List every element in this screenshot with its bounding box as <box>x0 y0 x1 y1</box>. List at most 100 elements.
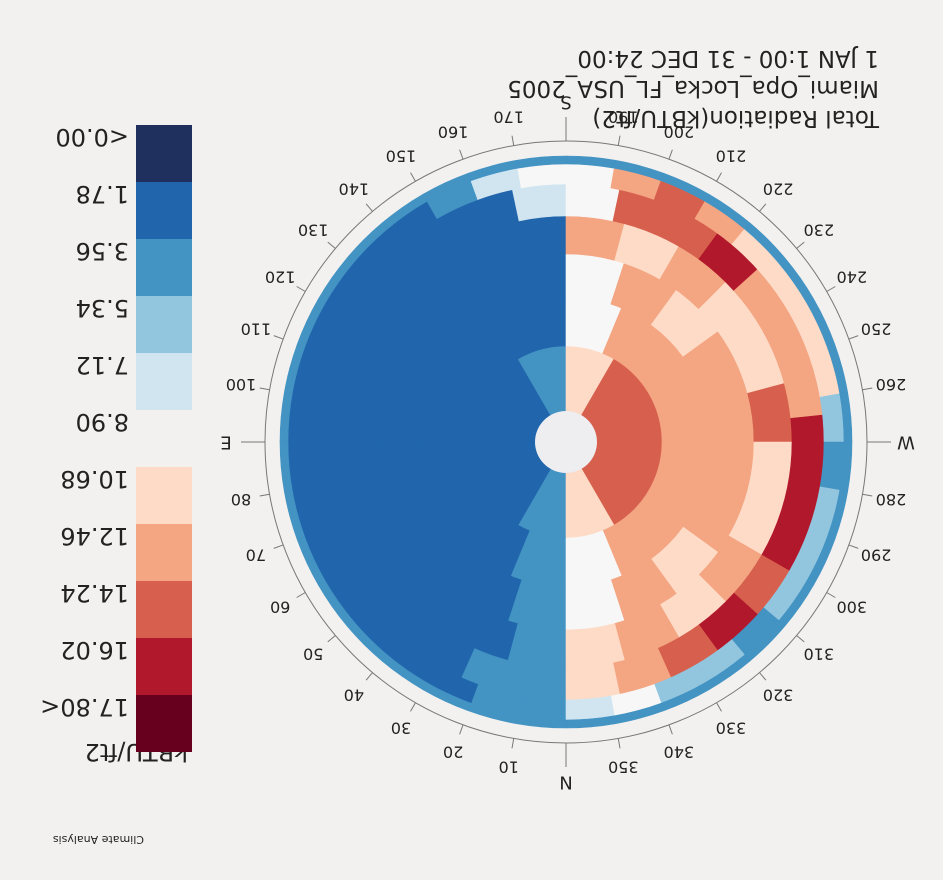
sky-dome <box>279 155 853 729</box>
azimuth-label: 100 <box>226 375 257 394</box>
azimuth-tick <box>617 135 621 146</box>
watermark-text: Climate Analysis <box>53 833 144 846</box>
azimuth-tick <box>862 493 873 497</box>
sky-patch <box>747 441 793 501</box>
azimuth-tick <box>759 672 767 681</box>
legend-swatch <box>136 125 192 182</box>
azimuth-label: 60 <box>270 598 290 617</box>
sky-patch <box>565 695 615 721</box>
title-line-3: 1 JAN 1:00 - 31 DEC 24:00 <box>577 45 879 71</box>
sky-patch <box>540 718 567 729</box>
azimuth-label: 340 <box>664 743 695 762</box>
sky-patch <box>842 416 853 443</box>
azimuth-tick <box>848 335 859 340</box>
azimuth-tick <box>459 149 464 160</box>
sky-patch <box>339 383 385 443</box>
sky-patch <box>565 163 615 189</box>
legend-label: 3.56 <box>76 237 129 265</box>
azimuth-tick <box>511 738 515 749</box>
azimuth-label: 20 <box>443 743 463 762</box>
azimuth-tick <box>716 172 722 182</box>
legend-swatch <box>136 524 192 581</box>
azimuth-label: 10 <box>499 757 519 776</box>
azimuth-label: 110 <box>241 320 272 339</box>
sky-patch <box>279 416 290 443</box>
sky-patch <box>279 441 290 468</box>
legend-label: 1.78 <box>76 180 129 208</box>
azimuth-labels: N 10 20 30 40 50 60 70 80 E 100 110 120 130 140 150 160 1… <box>220 92 915 793</box>
sky-patch <box>287 441 313 491</box>
sky-patch <box>747 383 793 443</box>
azimuth-tick <box>327 635 336 643</box>
sky-patch <box>507 623 567 669</box>
title-line-2: Miami_Opa_Locka_FL_USA_2005 <box>507 75 879 101</box>
legend-swatch <box>136 296 192 353</box>
azimuth-label: 70 <box>246 545 266 564</box>
legend-label: 14.24 <box>60 579 129 607</box>
sky-patch <box>565 183 620 222</box>
color-legend: kBTU/ft2 <0.001.783.565.347.128.9010.681… <box>40 123 192 766</box>
azimuth-tick <box>410 702 416 712</box>
legend-label: 10.68 <box>60 465 129 493</box>
azimuth-label: 320 <box>763 685 794 704</box>
sky-patch <box>842 441 853 468</box>
title-line-1: Total Radiation(kBTU/ft2) <box>592 105 880 131</box>
azimuth-label: 230 <box>804 220 835 239</box>
legend-label: 8.90 <box>76 408 129 436</box>
azimuth-label: 300 <box>837 598 868 617</box>
legend-label: 16.02 <box>60 636 129 664</box>
legend-swatch <box>136 581 192 638</box>
azimuth-tick <box>273 544 284 549</box>
azimuth-label: 170 <box>493 108 524 127</box>
sky-patch <box>507 215 567 261</box>
azimuth-tick <box>327 241 336 249</box>
sky-patch <box>287 393 313 443</box>
sky-patch <box>819 393 845 443</box>
legend-swatch <box>136 695 192 752</box>
azimuth-label: 120 <box>265 268 296 287</box>
sky-patch <box>565 662 620 701</box>
legend-label: <0.00 <box>55 123 129 151</box>
azimuth-label: 50 <box>303 645 323 664</box>
azimuth-tick <box>759 203 767 212</box>
sky-patch <box>819 441 845 491</box>
zenith-center <box>535 411 597 473</box>
legend-label: 12.46 <box>60 522 129 550</box>
sky-patch <box>565 215 625 261</box>
azimuth-label: 280 <box>876 490 907 509</box>
azimuth-label: 260 <box>876 375 907 394</box>
sky-patch <box>565 155 592 166</box>
compass-ring <box>241 117 891 767</box>
azimuth-tick <box>296 286 306 292</box>
azimuth-label: 220 <box>763 180 794 199</box>
azimuth-tick <box>796 635 805 643</box>
azimuth-tick <box>826 286 836 292</box>
legend-label: 7.12 <box>76 351 129 379</box>
sky-patch <box>307 414 342 470</box>
sky-patch <box>540 155 567 166</box>
azimuth-label: 130 <box>298 220 329 239</box>
azimuth-tick <box>617 738 621 749</box>
azimuth-tick <box>296 592 306 598</box>
azimuth-tick <box>365 203 373 212</box>
cardinal-label: N <box>559 772 572 793</box>
azimuth-label: 80 <box>231 490 251 509</box>
azimuth-tick <box>511 135 515 146</box>
azimuth-tick <box>365 672 373 681</box>
sky-patch <box>339 441 385 501</box>
azimuth-label: 40 <box>344 685 364 704</box>
azimuth-tick <box>668 724 673 735</box>
azimuth-tick <box>796 241 805 249</box>
legend-swatch <box>136 638 192 695</box>
azimuth-label: 350 <box>608 757 639 776</box>
azimuth-tick <box>273 335 284 340</box>
sky-patch <box>565 623 625 669</box>
azimuth-label: 140 <box>339 180 370 199</box>
azimuth-label: 210 <box>716 147 747 166</box>
azimuth-tick <box>826 592 836 598</box>
azimuth-label: 200 <box>664 122 695 141</box>
azimuth-label: 250 <box>861 320 892 339</box>
azimuth-tick <box>259 493 270 497</box>
